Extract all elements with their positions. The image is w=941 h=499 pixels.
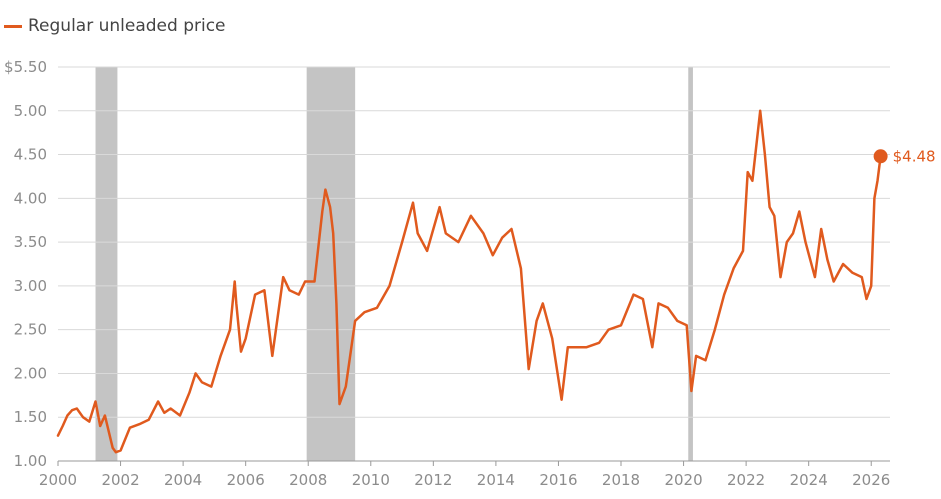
- x-tick-label: 2004: [164, 471, 202, 489]
- legend-swatch: [4, 24, 22, 28]
- y-tick-label: $5.50: [4, 58, 47, 76]
- x-tick-label: 2010: [352, 471, 390, 489]
- legend: Regular unleaded price: [4, 16, 226, 36]
- x-tick-label: 2012: [414, 471, 452, 489]
- x-tick-label: 2008: [289, 471, 327, 489]
- legend-label: Regular unleaded price: [28, 16, 226, 36]
- y-tick-label: 1.50: [14, 408, 47, 426]
- series-line: [56, 109, 882, 454]
- x-tick-label: 2022: [727, 471, 765, 489]
- recession-band: [688, 67, 693, 461]
- x-tick-label: 2016: [539, 471, 577, 489]
- y-tick-label: 2.00: [14, 364, 47, 382]
- y-tick-label: 3.00: [14, 277, 47, 295]
- y-tick-label: 4.50: [14, 146, 47, 164]
- x-tick-label: 2018: [602, 471, 640, 489]
- x-tick-label: 2002: [101, 471, 139, 489]
- end-value-label: $4.48: [893, 147, 936, 165]
- y-tick-label: 1.00: [14, 452, 47, 470]
- end-point-marker: [873, 149, 888, 164]
- x-tick-label: 2026: [852, 471, 890, 489]
- y-tick-label: 4.00: [14, 189, 47, 207]
- x-tick-label: 2014: [477, 471, 515, 489]
- x-tick-label: 2024: [790, 471, 828, 489]
- y-tick-label: 5.00: [14, 102, 47, 120]
- y-tick-label: 3.50: [14, 233, 47, 251]
- y-tick-label: 2.50: [14, 321, 47, 339]
- recession-band: [306, 67, 356, 461]
- x-tick-label: 2006: [227, 471, 265, 489]
- x-tick-label: 2000: [39, 471, 77, 489]
- recession-band: [95, 67, 118, 461]
- x-tick-label: 2020: [664, 471, 702, 489]
